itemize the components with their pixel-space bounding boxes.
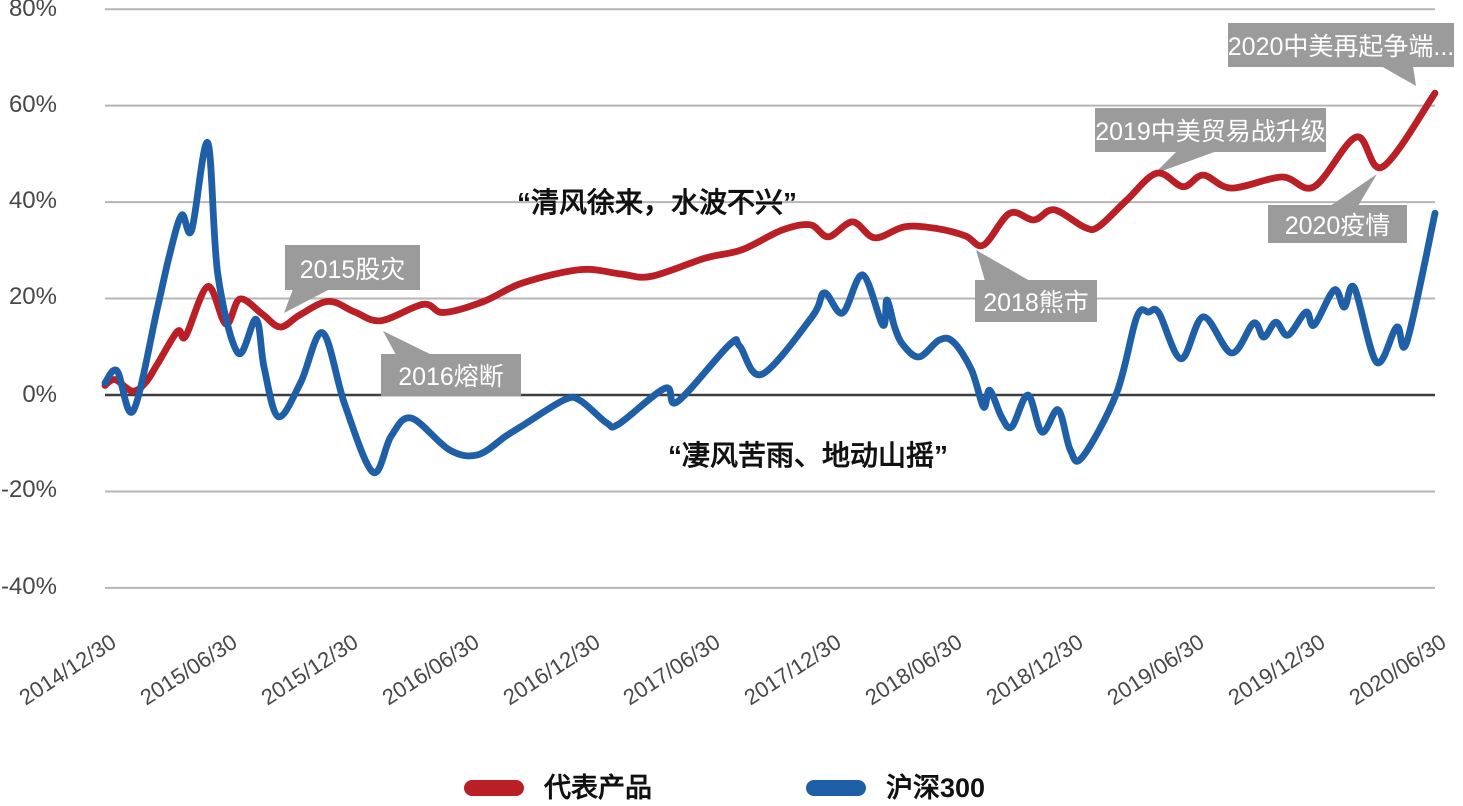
legend-item-csi300: 沪深300 xyxy=(806,773,985,803)
y-axis-label-neg20: -20% xyxy=(0,476,57,503)
series-line-csi300 xyxy=(101,139,1439,476)
callout-2018-bear: 2018熊市 xyxy=(975,280,1097,322)
callout-pointer-2020-dispute xyxy=(1381,66,1416,86)
legend-swatch-red-icon xyxy=(464,780,524,796)
y-axis-label-80: 80% xyxy=(8,0,57,22)
quote-calm-market: “清风徐来，水波不兴” xyxy=(517,187,798,218)
y-axis-label-neg40: -40% xyxy=(0,573,57,600)
y-axis-label-0: 0% xyxy=(22,381,57,408)
y-axis-label-60: 60% xyxy=(8,91,57,118)
callout-pointer-2016-fuse xyxy=(383,331,432,355)
quote-stormy-market: “凄风苦雨、地动山摇” xyxy=(668,440,949,471)
legend-label-csi300: 沪深300 xyxy=(886,773,986,803)
callout-pointer-2015-crash xyxy=(284,289,330,313)
callout-2015-crash: 2015股灾 xyxy=(285,245,420,290)
callout-2019-trade: 2019中美贸易战升级 xyxy=(1095,108,1326,152)
callout-2020-covid: 2020疫情 xyxy=(1268,205,1407,243)
callout-pointer-2020-covid xyxy=(1330,174,1377,206)
data-series xyxy=(101,89,1439,476)
callout-pointer-2019-trade xyxy=(1154,151,1217,174)
legend-label-product: 代表产品 xyxy=(544,773,652,803)
callout-pointer-2018-bear xyxy=(976,250,1030,281)
callout-2016-fuse: 2016熔断 xyxy=(381,354,521,396)
legend-item-product: 代表产品 xyxy=(464,773,652,803)
legend-swatch-blue-icon xyxy=(806,780,866,796)
y-axis-label-40: 40% xyxy=(8,187,57,214)
callout-2020-dispute: 2020中美再起争端... xyxy=(1228,23,1454,67)
y-axis-label-20: 20% xyxy=(8,283,57,310)
callout-pointers xyxy=(284,66,1416,355)
